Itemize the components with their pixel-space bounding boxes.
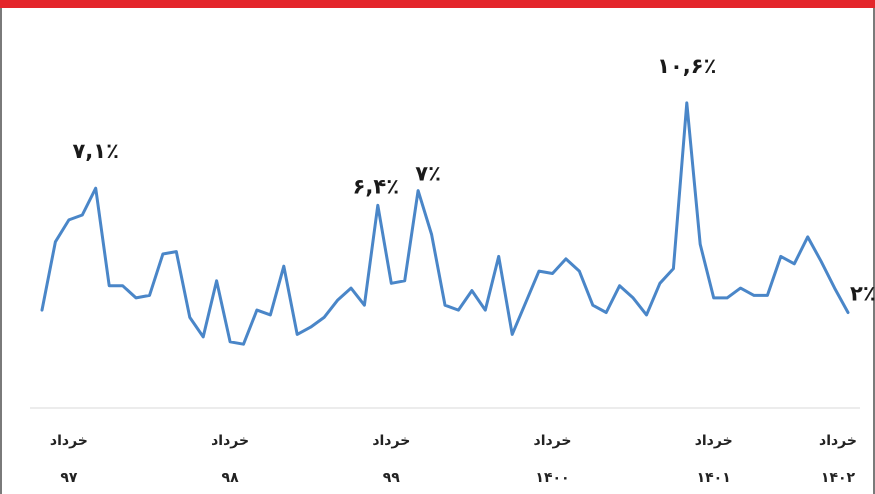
data-point — [403, 279, 406, 282]
x-tick-year-label: ۱۴۰۱ — [697, 470, 731, 486]
data-point — [363, 304, 366, 307]
data-point — [846, 311, 850, 314]
data-point — [336, 299, 339, 302]
x-tick-month-label: خرداد — [695, 433, 733, 449]
data-point — [40, 308, 44, 312]
data-point — [202, 335, 205, 339]
data-point — [94, 187, 97, 190]
data-point — [390, 282, 393, 285]
data-point — [121, 284, 124, 287]
data-point — [322, 316, 326, 319]
data-point — [457, 308, 460, 312]
data-point — [591, 304, 594, 307]
data-point — [376, 204, 379, 207]
data-point — [766, 294, 769, 297]
x-tick-month-label: خرداد — [372, 433, 410, 449]
data-point — [484, 308, 487, 312]
data-point — [551, 272, 554, 275]
data-point — [67, 218, 71, 222]
data-points — [40, 101, 850, 346]
data-point — [833, 286, 836, 290]
data-point — [188, 316, 191, 319]
data-point — [161, 252, 165, 256]
data-point — [793, 262, 796, 265]
data-point — [255, 308, 259, 312]
data-point — [631, 296, 635, 300]
peak-annotation: ۷,۱٪ — [72, 139, 118, 163]
data-point — [349, 286, 353, 290]
data-point — [658, 282, 662, 285]
data-point — [672, 267, 675, 270]
x-tick-month-label: خرداد — [50, 433, 88, 449]
series-line — [40, 101, 850, 346]
top-accent-bar — [0, 0, 875, 8]
x-tick-year-label: ۹۹ — [383, 470, 401, 486]
data-point — [645, 313, 648, 317]
data-point — [215, 279, 218, 282]
x-tick-year-label: ۱۴۰۰ — [535, 470, 569, 486]
x-axis-ticks: خرداد ۹۷ خرداد ۹۸ خرداد ۹۹ خرداد ۱۴۰۰ خرداد ۱۴۰۱ خ… — [50, 433, 857, 486]
data-point — [524, 301, 527, 304]
data-point — [605, 311, 608, 314]
data-point — [618, 284, 621, 287]
data-point — [739, 286, 742, 290]
data-point — [725, 296, 729, 300]
data-point — [443, 304, 447, 307]
data-point — [430, 233, 433, 236]
data-point — [497, 255, 500, 258]
data-point — [511, 333, 514, 336]
peak-annotation: ۲٪ — [850, 282, 875, 306]
x-tick-year-label: ۱۴۰۲ — [821, 470, 856, 486]
peak-annotations: ۷,۱٪ ۶,۴٪ ۷٪ ۱۰,۶٪ ۲٪ — [72, 54, 875, 306]
x-tick-month-label: خرداد — [819, 433, 857, 449]
data-point — [564, 257, 568, 261]
peak-annotation: ۶,۴٪ — [353, 174, 399, 198]
data-point — [282, 265, 285, 268]
peak-annotation: ۷٪ — [415, 162, 441, 186]
data-point — [752, 294, 756, 297]
x-tick-year-label: ۹۸ — [222, 470, 240, 486]
data-point — [416, 189, 420, 192]
x-tick-month-label: خرداد — [534, 433, 572, 449]
data-point — [819, 260, 823, 263]
data-point — [779, 255, 782, 258]
data-point — [81, 213, 84, 217]
data-point — [685, 101, 688, 105]
data-point — [269, 313, 272, 317]
data-point — [148, 294, 151, 297]
data-point — [537, 269, 541, 273]
data-point — [134, 296, 138, 300]
data-point — [578, 269, 581, 273]
data-point — [296, 333, 299, 336]
data-point — [108, 284, 111, 287]
x-tick-year-label: ۹۷ — [60, 470, 78, 486]
x-tick-month-label: خرداد — [211, 433, 249, 449]
data-point — [228, 340, 232, 343]
data-point — [242, 343, 245, 346]
data-point — [309, 325, 312, 329]
data-point — [699, 243, 702, 246]
data-point — [175, 250, 178, 253]
data-point — [806, 235, 809, 239]
data-point — [712, 296, 715, 300]
peak-annotation: ۱۰,۶٪ — [657, 54, 716, 78]
data-point — [470, 289, 474, 292]
data-point — [54, 240, 57, 243]
